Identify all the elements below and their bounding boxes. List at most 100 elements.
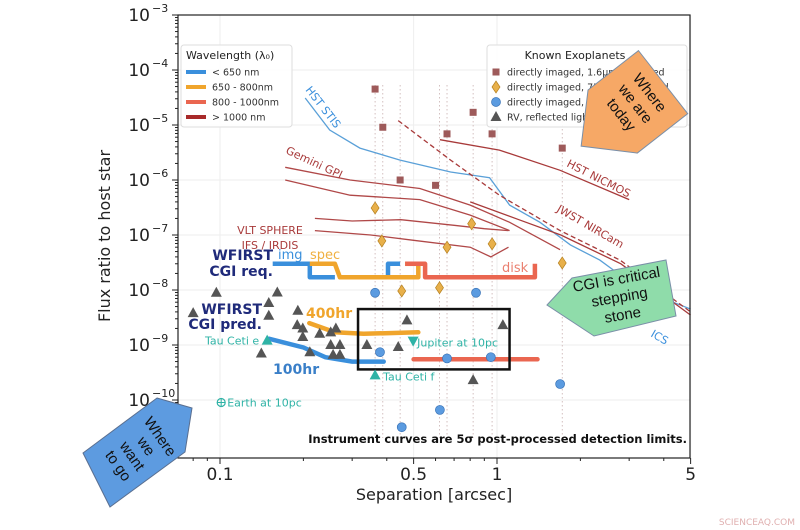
planet-circle-marker [435, 405, 445, 415]
planet-circle-marker [471, 287, 481, 298]
planet-triangle-marker [297, 330, 309, 341]
planet-triangle-marker [304, 346, 316, 357]
wfirst-prediction-curve [266, 336, 386, 364]
planet-markers: Tau Ceti e Tau Ceti f Jupiter at 10pc Earth… [187, 85, 567, 433]
wfirst-req-label-1: WFIRST [212, 248, 273, 264]
planet-triangle-marker [334, 339, 346, 349]
planet-diamond-marker [487, 237, 497, 251]
planet-square-marker [488, 130, 496, 138]
planet-triangle-marker [314, 327, 326, 338]
planet-legend-marker [492, 68, 500, 76]
planet-triangle-marker [255, 347, 267, 358]
planet-square-marker [443, 130, 451, 138]
planet-triangle-marker [325, 339, 337, 349]
planet-circle-marker [396, 422, 407, 433]
planet-triangle-marker [263, 297, 275, 308]
special-planet-marker [369, 369, 381, 380]
planet-triangle-marker [401, 314, 413, 325]
img-label: img [278, 248, 303, 263]
y-tick-label: 10 [128, 116, 150, 136]
planet-triangle-marker [361, 339, 373, 349]
planet-diamond-marker [467, 217, 477, 231]
planet-triangle-marker [330, 322, 342, 333]
x-tick-label: 1 [492, 465, 503, 485]
wfirst-prediction-curve [307, 320, 421, 337]
instrument-curve [314, 217, 509, 232]
y-tick-label: 10 [128, 6, 150, 26]
disk-label: disk [502, 261, 529, 276]
vlt-sphere-label: VLT SPHERE [237, 224, 303, 237]
planet-triangle-marker [292, 304, 304, 315]
y-tick-label: 10 [128, 281, 150, 301]
wavelength-legend-label: < 650 nm [212, 68, 259, 79]
planet-circle-marker [485, 352, 496, 363]
special-planet-label: Tau Ceti e [204, 335, 259, 348]
planet-triangle-marker [263, 309, 275, 320]
planet-legend-label: RV, reflected light predicted [507, 113, 640, 124]
special-planet-label: Tau Ceti f [382, 370, 435, 383]
planet-legend-title: Known Exoplanets [525, 49, 626, 62]
wavelength-legend-label: > 1000 nm [212, 113, 265, 124]
planet-circle-marker [375, 347, 385, 358]
planet-triangle-marker [392, 340, 404, 351]
planet-triangle-marker [325, 326, 337, 337]
instrument-curve [285, 179, 510, 232]
planet-square-marker [469, 108, 477, 116]
planet-diamond-marker [370, 201, 380, 215]
hst-nicmos-label: HST NICMOS [565, 157, 633, 200]
planet-legend-label: directly imaged, 750nm predicted [507, 83, 669, 94]
hst-stis-label: HST STIS [303, 84, 344, 131]
planet-diamond-marker [377, 234, 387, 248]
y-tick-label: 10 [128, 226, 150, 246]
400hr-label: 400hr [306, 306, 352, 322]
planet-triangle-marker [334, 348, 346, 359]
planet-legend-marker [490, 111, 502, 121]
special-planet-label: Jupiter at 10pc [416, 337, 498, 350]
instrument-curve [314, 229, 509, 258]
x-tick-label: 5 [685, 465, 696, 485]
planet-triangle-marker [291, 319, 303, 330]
instrument-curve [285, 166, 561, 251]
planet-legend-marker [491, 97, 501, 107]
planet-legend-marker [491, 80, 501, 94]
wavelength-legend-label: 650 - 800nm [212, 83, 273, 94]
instrument-curve [397, 120, 691, 313]
planet-circle-marker [370, 287, 380, 298]
planet-triangle-marker [187, 307, 199, 318]
y-tick-exponent: −8 [152, 277, 168, 290]
gemini-gpi-label: Gemini GPI [284, 144, 345, 182]
axis-ticks: 10−310−410−510−610−710−810−910 −100.1 0.5 1… [128, 2, 696, 485]
planet-square-marker [558, 144, 566, 152]
planet-square-marker [396, 176, 404, 184]
y-tick-label: 10 [128, 171, 150, 191]
planet-triangle-marker [497, 319, 509, 330]
callout-where-we-want-to-go: Where we want to go [82, 397, 193, 508]
special-planet-marker [261, 334, 273, 345]
planet-diamond-marker [435, 281, 444, 295]
jwst-nircam-label: JWST NIRCam [554, 202, 626, 251]
y-tick-exponent: −4 [152, 57, 168, 70]
y-tick-exponent: −9 [152, 332, 168, 345]
x-tick-label: 0.5 [400, 465, 427, 485]
planet-triangle-marker [297, 322, 309, 333]
wfirst-requirement-curve [272, 261, 335, 280]
planet-legend-label: directly imaged, 1.6μm observed [507, 68, 665, 79]
planet-square-marker [432, 181, 440, 189]
y-tick-exponent: −10 [152, 387, 175, 400]
wavelength-legend: Wavelength (λ₀) < 650 nm 650 - 800nm 800 -… [180, 44, 293, 128]
planet-circle-marker [555, 379, 565, 389]
planet-diamond-marker [397, 284, 407, 298]
planet-diamond-marker [557, 256, 567, 270]
x-tick-label: 0.1 [206, 465, 233, 485]
vlt-sphere-instrument-label: IFS / IRDIS [242, 239, 299, 252]
wfirst-pred-label-2: CGI pred. [188, 317, 262, 333]
wavelength-legend-title: Wavelength (λ₀) [186, 49, 274, 62]
planet-circle-marker [442, 353, 452, 364]
footnote: Instrument curves are 5σ post-processed … [308, 432, 687, 446]
y-tick-exponent: −6 [152, 167, 168, 180]
x-axis-label: Separation [arcsec] [356, 485, 512, 504]
special-planet-marker [407, 336, 419, 347]
wfirst-requirement-curve [385, 261, 401, 278]
callout-where-we-are-today: Where we are today [580, 49, 689, 154]
